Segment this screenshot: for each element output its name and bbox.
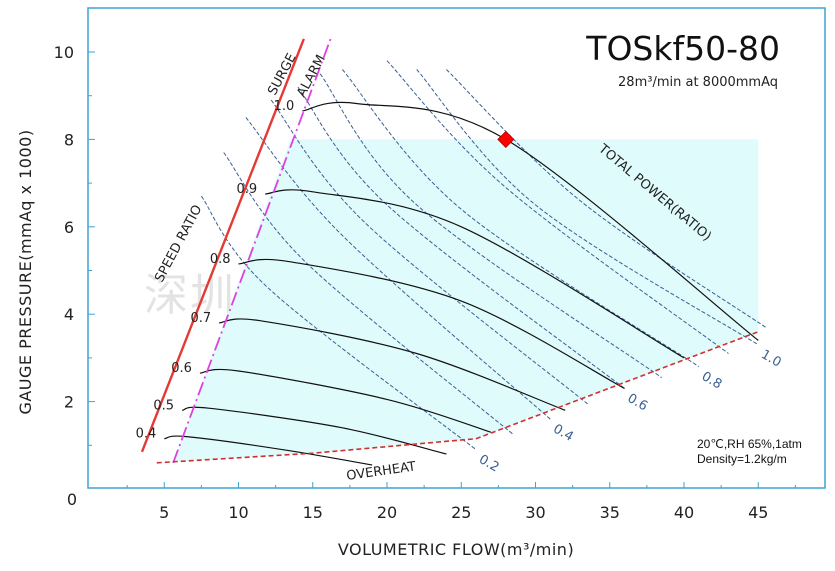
speed-ratio-curve	[238, 258, 625, 390]
speed-ratio-curve	[265, 189, 685, 359]
x-tick-label: 10	[228, 503, 248, 522]
surge-line	[140, 38, 305, 453]
speed-ratio-curve-label: 0.9	[237, 182, 258, 197]
alarm-line	[172, 38, 332, 464]
speed-ratio-curve	[219, 318, 566, 411]
speed-ratio-curve-label: 0.6	[171, 361, 192, 376]
speed-ratio-curve	[302, 101, 759, 341]
alarm-label: ALARM	[294, 53, 329, 100]
plot-frame	[87, 7, 826, 489]
total-power-gridline	[270, 99, 588, 405]
y-axis-title: GAUGE PRESSURE(mmAq x 1000)	[16, 129, 35, 414]
speed-ratio-curve-label: 0.5	[153, 398, 174, 413]
total-power-curve-label: 0.8	[699, 369, 724, 392]
speed-ratio-curves	[164, 101, 759, 466]
speed-ratio-curve	[164, 435, 373, 466]
speed-ratio-curve-label: 0.4	[136, 427, 157, 442]
total-power-curve-label: 0.4	[550, 422, 575, 445]
speed-ratio-curve-label: 0.8	[210, 252, 231, 267]
x-tick-label: 35	[600, 503, 620, 522]
total-power-curve	[200, 195, 477, 451]
y-tick-label: 6	[64, 218, 74, 237]
axis-ticks	[88, 51, 796, 488]
y-tick-label: 4	[64, 305, 74, 324]
total-power-curves	[200, 60, 766, 451]
total-power-curve	[245, 117, 551, 420]
y-tick-labels: 2 4 6 8 10	[54, 43, 74, 412]
total-power-curve-label: 0.6	[625, 391, 650, 414]
operating-point-marker	[497, 130, 515, 148]
speed-ratio-curve	[199, 368, 492, 433]
total-power-gridline	[446, 69, 766, 328]
x-tick-label: 25	[451, 503, 471, 522]
condition-note: 20℃,RH 65%,1atm	[697, 437, 802, 451]
y-tick-label: 8	[64, 130, 74, 149]
x-tick-label: 40	[674, 503, 694, 522]
density-note: Density=1.2kg/m	[697, 452, 787, 466]
total-power-curve	[297, 86, 625, 389]
overheat-label: OVERHEAT	[345, 459, 416, 484]
speed-ratio-curve	[181, 406, 447, 455]
x-tick-label: 45	[748, 503, 768, 522]
total-power-curve	[416, 69, 759, 346]
chart-subtitle: 28m³/min at 8000mmAq	[618, 75, 778, 90]
chart-title: TOSkf50-80	[585, 29, 780, 68]
x-tick-label: 30	[525, 503, 545, 522]
speed-ratio-curve-label: 1.0	[274, 99, 295, 114]
speed-ratio-curve-label: 0.7	[191, 311, 212, 326]
x-axis-title: VOLUMETRIC FLOW(m³/min)	[338, 540, 574, 559]
y-tick-label: 10	[54, 43, 74, 62]
chart-labels: 1.0 0.8 0.6 0.4 0.2 1.0 0.9 0.8 0.7 0.6 0.5 0.4	[136, 99, 784, 475]
operating-point	[497, 130, 515, 148]
total-power-gridline	[223, 152, 514, 435]
origin-label: 0	[67, 490, 77, 509]
total-power-gridline	[319, 73, 662, 379]
y-tick-label: 2	[64, 393, 74, 412]
x-tick-label: 15	[303, 503, 323, 522]
total-power-curve-label: 1.0	[758, 347, 783, 370]
x-tick-label: 5	[159, 503, 169, 522]
total-power-curve-label: 0.2	[476, 452, 501, 475]
total-power-curve	[342, 69, 700, 368]
x-tick-labels: 5 10 15 20 25 30 35 40 45	[159, 503, 768, 522]
x-tick-label: 20	[377, 503, 397, 522]
total-power-gridline	[386, 60, 729, 354]
